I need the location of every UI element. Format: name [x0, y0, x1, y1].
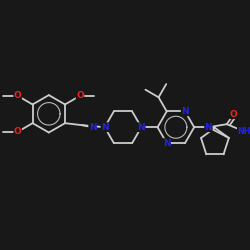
Text: O: O — [14, 127, 22, 136]
Text: N: N — [181, 107, 189, 116]
Text: N: N — [89, 123, 96, 132]
Text: N: N — [204, 123, 212, 132]
Text: N: N — [138, 123, 145, 132]
Text: O: O — [14, 91, 22, 100]
Text: O: O — [76, 91, 84, 100]
Text: N: N — [101, 123, 108, 132]
Text: O: O — [230, 110, 237, 119]
Text: N: N — [163, 138, 170, 147]
Text: NH: NH — [237, 127, 250, 136]
